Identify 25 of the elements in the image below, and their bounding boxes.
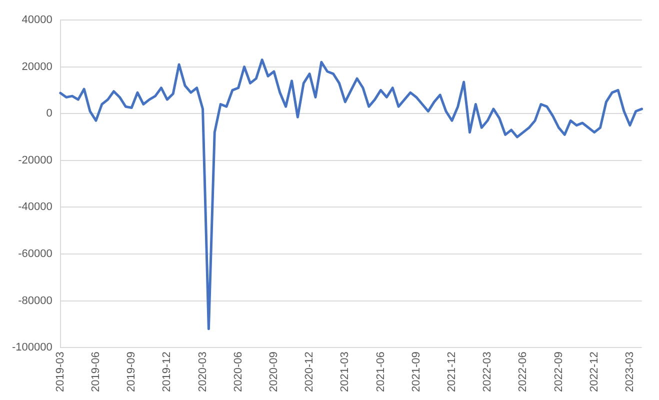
y-tick-label: -20000	[18, 154, 52, 166]
y-tick-label: 40000	[22, 14, 52, 26]
x-tick-label: 2022-09	[552, 352, 565, 392]
x-tick-label: 2019-03	[54, 352, 66, 392]
x-tick-label: 2019-09	[126, 352, 138, 392]
x-tick-label: 2020-03	[196, 352, 209, 392]
x-tick-label: 2019-06	[90, 352, 102, 392]
x-tick-label: 2021-03	[339, 352, 352, 392]
x-tick-label: 2020-12	[304, 352, 316, 392]
x-tick-label: 2022-03	[482, 352, 494, 392]
x-tick-label: 2022-12	[588, 352, 600, 392]
y-tick-label: -60000	[18, 248, 52, 260]
x-tick-label: 2021-06	[374, 352, 387, 392]
x-tick-label: 2019-12	[161, 352, 174, 392]
y-tick-label: 20000	[22, 60, 52, 73]
y-tick-label: -40000	[18, 201, 52, 214]
y-tick-label: 0	[46, 108, 52, 120]
x-tick-label: 2023-03	[624, 352, 636, 392]
x-tick-label: 2021-09	[410, 352, 422, 392]
x-tick-label: 2020-06	[232, 352, 244, 392]
y-tick-label: -100000	[12, 342, 52, 354]
x-tick-label: 2020-09	[268, 352, 280, 392]
x-tick-label: 2022-06	[517, 352, 530, 392]
x-tick-label: 2021-12	[446, 352, 458, 392]
y-tick-label: -80000	[18, 294, 52, 307]
